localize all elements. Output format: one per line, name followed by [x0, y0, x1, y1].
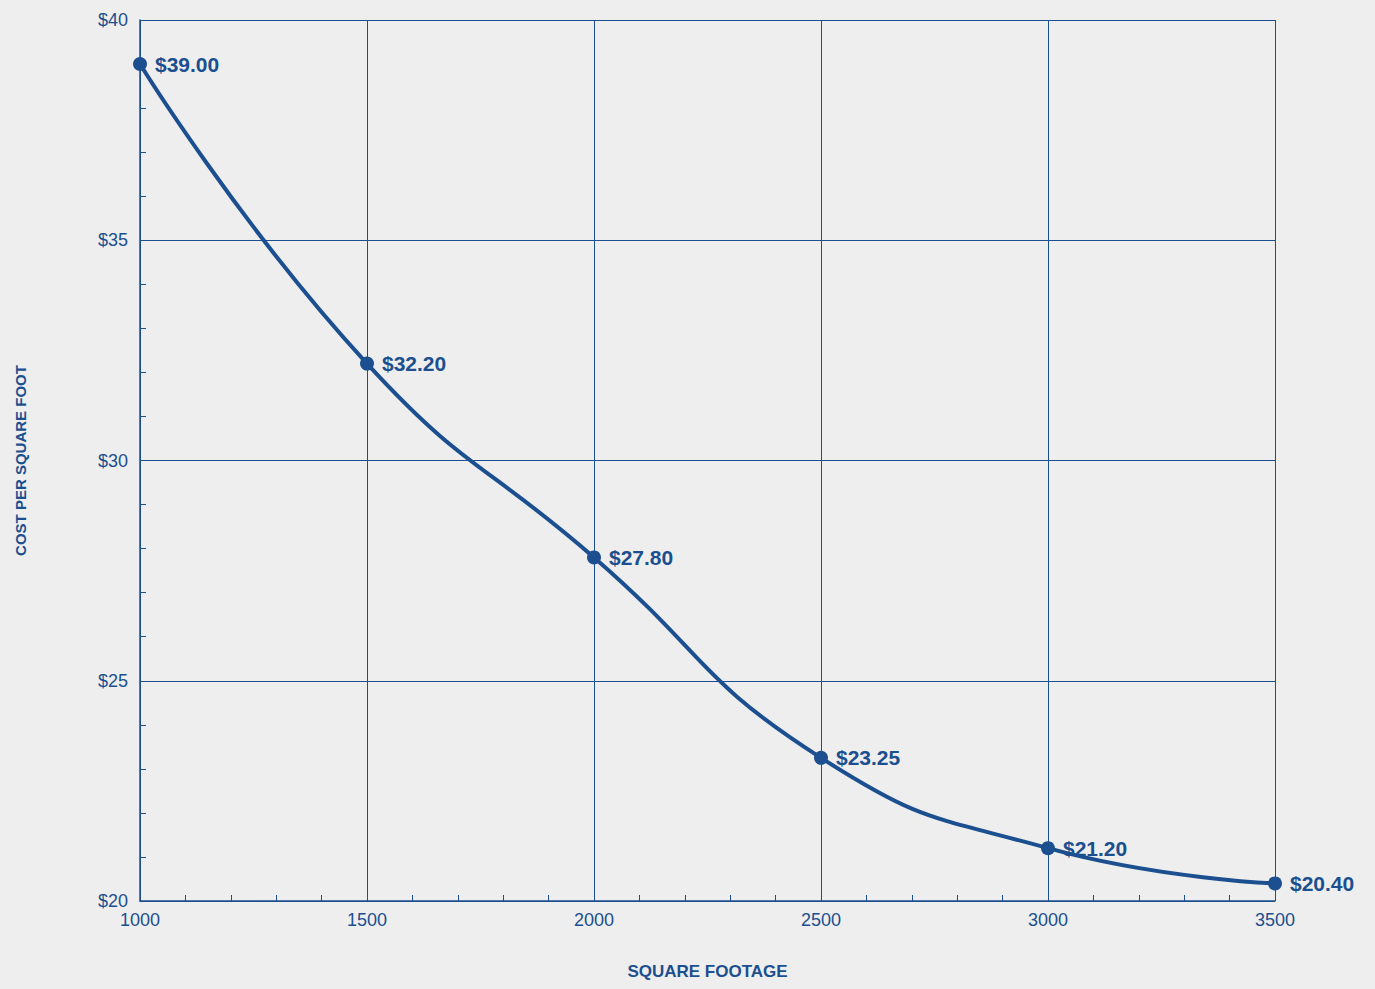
svg-text:2000: 2000 [574, 910, 614, 930]
svg-text:$20.40: $20.40 [1290, 872, 1354, 895]
svg-text:$23.25: $23.25 [836, 746, 901, 769]
svg-text:$20: $20 [98, 891, 128, 911]
svg-text:$27.80: $27.80 [609, 546, 673, 569]
svg-text:$40: $40 [98, 10, 128, 30]
svg-text:2500: 2500 [801, 910, 841, 930]
svg-text:1000: 1000 [120, 910, 160, 930]
svg-text:$32.20: $32.20 [382, 352, 446, 375]
svg-text:$30: $30 [98, 451, 128, 471]
svg-text:COST PER SQUARE FOOT: COST PER SQUARE FOOT [12, 365, 29, 556]
svg-text:$21.20: $21.20 [1063, 837, 1127, 860]
svg-text:$39.00: $39.00 [155, 53, 219, 76]
svg-text:3500: 3500 [1255, 910, 1295, 930]
svg-text:1500: 1500 [347, 910, 387, 930]
svg-text:3000: 3000 [1028, 910, 1068, 930]
svg-text:$35: $35 [98, 230, 128, 250]
svg-text:SQUARE FOOTAGE: SQUARE FOOTAGE [627, 962, 787, 981]
svg-text:$25: $25 [98, 671, 128, 691]
